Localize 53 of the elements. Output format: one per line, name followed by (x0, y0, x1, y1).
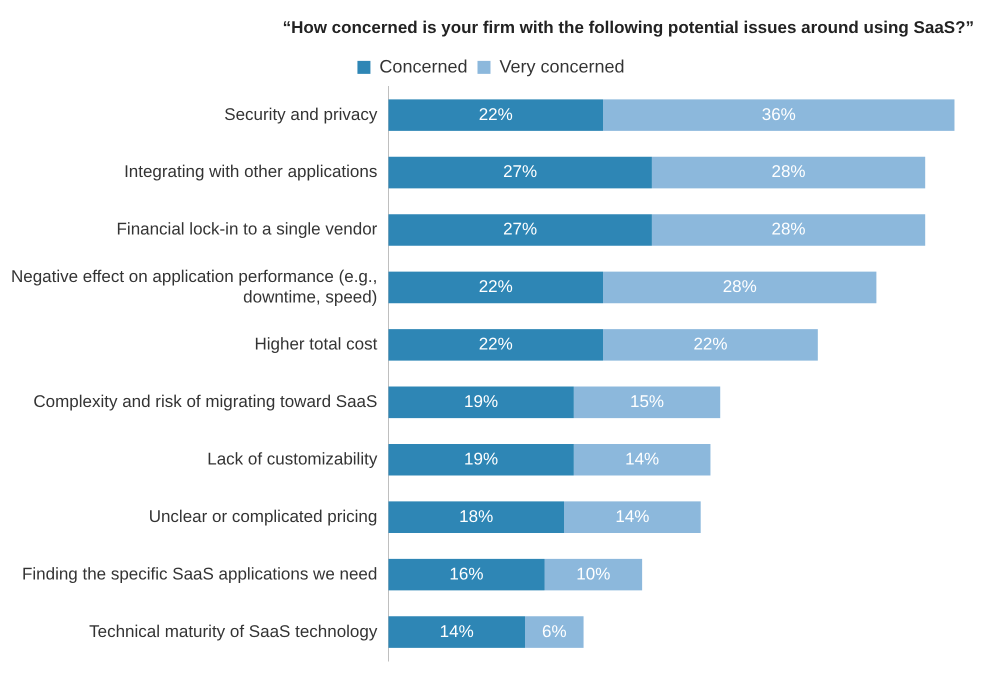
data-label: 14% (625, 449, 660, 468)
data-label: 22% (478, 334, 513, 354)
y-tick-label: Lack of customizability (207, 449, 378, 468)
bar (652, 156, 926, 188)
data-label: 28% (772, 162, 806, 182)
bar (574, 444, 710, 476)
legend-label: Concerned (379, 56, 468, 76)
y-tick-label: Finding the specific SaaS applications we need (22, 564, 378, 584)
y-tick-label: Security and privacy (224, 104, 378, 124)
bar (388, 616, 525, 648)
y-tick-label: Technical maturity of SaaS technology (89, 622, 378, 641)
data-label: 19% (464, 392, 498, 412)
bar (544, 558, 642, 590)
data-label: 22% (478, 277, 513, 296)
data-label: 16% (449, 564, 484, 584)
data-label: 14% (615, 506, 650, 526)
bar (603, 329, 818, 361)
data-label: 36% (762, 104, 796, 124)
data-label: 19% (464, 449, 498, 468)
bar (388, 501, 564, 533)
bar (574, 386, 720, 418)
bar (603, 99, 954, 131)
data-label: 27% (503, 162, 538, 182)
bar (388, 214, 652, 246)
bar (388, 386, 574, 418)
data-label: 22% (478, 104, 513, 124)
bar (603, 272, 876, 304)
y-tick-label: Financial lock-in to a single vendor (116, 220, 378, 239)
bar (525, 616, 584, 648)
data-label: 6% (542, 622, 567, 641)
bar (388, 444, 574, 476)
y-tick-label: Unclear or complicated pricing (148, 506, 378, 526)
y-tick-label: Integrating with other applications (124, 162, 378, 182)
bar (388, 272, 604, 304)
data-label: 15% (630, 392, 664, 412)
data-label: 10% (576, 564, 610, 584)
data-label: 28% (722, 277, 757, 296)
data-label: 27% (503, 220, 538, 239)
bar (388, 99, 604, 131)
bar (564, 501, 701, 533)
bar (388, 558, 545, 590)
y-tick-label: Higher total cost (254, 334, 378, 354)
bar (388, 156, 652, 188)
y-tick-label: Complexity and risk of migrating toward SaaS (33, 392, 378, 412)
bar (388, 329, 604, 361)
data-label: 14% (440, 622, 474, 641)
chart-title: “How concerned is your firm with the following potential issues around using SaaS?” (282, 18, 974, 37)
bar (652, 214, 926, 246)
legend-label: Very concerned (499, 56, 625, 76)
data-label: 22% (693, 334, 728, 354)
y-tick-label: Negative effect on application performance (e.g., downtime, speed) (10, 266, 378, 306)
data-label: 18% (459, 506, 494, 526)
data-label: 28% (772, 220, 806, 239)
